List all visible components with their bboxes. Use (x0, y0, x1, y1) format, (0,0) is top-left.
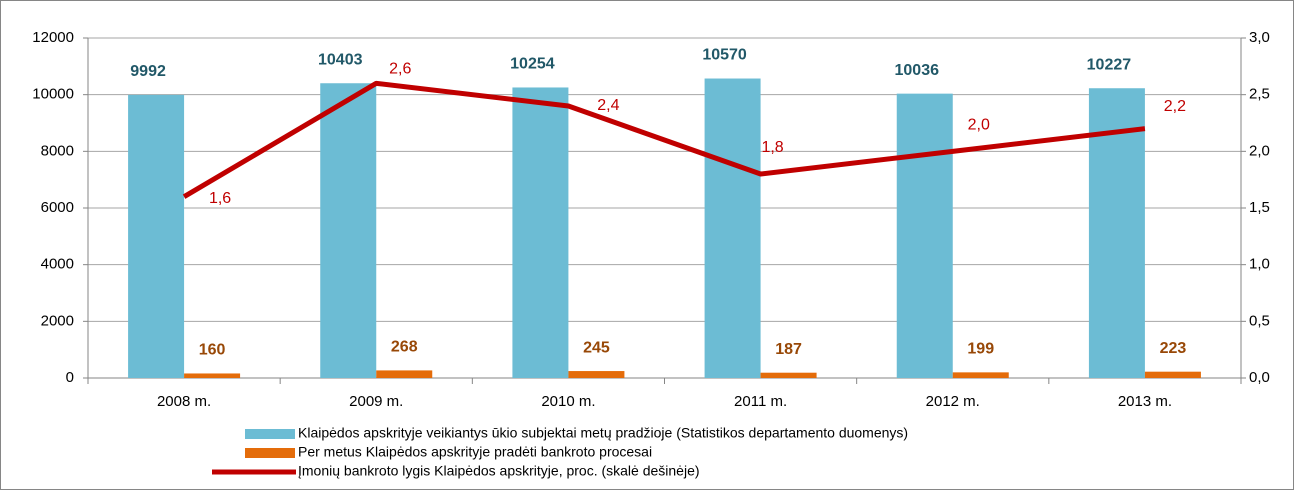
bar (704, 78, 761, 379)
bar-value-label: 223 (1160, 340, 1187, 357)
y2-tick-label: 2,0 (1249, 142, 1270, 159)
legend-label: Per metus Klaipėdos apskrityje pradėti b… (298, 444, 652, 460)
y2-tick-label: 3,0 (1249, 29, 1270, 46)
x-tick-label: 2010 m. (541, 393, 595, 410)
line-series (182, 80, 1146, 199)
bar (320, 83, 377, 378)
bar (896, 93, 953, 378)
y-tick-label: 12000 (32, 29, 74, 46)
x-tick-label: 2009 m. (349, 393, 403, 410)
bar-value-label: 268 (391, 339, 418, 356)
y2-tick-label: 0,0 (1249, 369, 1270, 386)
bar-value-label: 10227 (1087, 56, 1132, 73)
bar-value-label: 199 (967, 341, 994, 358)
y-tick-label: 10000 (32, 86, 74, 103)
bar-value-label: 10036 (895, 62, 940, 79)
bar (376, 370, 433, 378)
legend-label: Įmonių bankroto lygis Klaipėdos apskrity… (298, 463, 700, 479)
bar (568, 371, 625, 378)
legend-swatch (245, 448, 295, 458)
bar (1144, 371, 1201, 378)
y-tick-label: 0 (66, 369, 74, 386)
line-value-label: 2,2 (1164, 98, 1186, 115)
y2-tick-label: 1,5 (1249, 199, 1270, 216)
x-tick-label: 2012 m. (926, 393, 980, 410)
bar-value-label: 187 (775, 341, 802, 358)
line-value-label: 2,6 (389, 61, 411, 78)
y-tick-label: 2000 (41, 312, 74, 329)
x-tick-label: 2011 m. (734, 393, 787, 410)
bar-value-label: 9992 (130, 63, 166, 80)
y2-tick-label: 1,0 (1249, 256, 1270, 273)
x-tick-label: 2013 m. (1118, 393, 1172, 410)
legend-swatch (245, 429, 295, 439)
bar-value-label: 245 (583, 339, 610, 356)
line-value-label: 1,8 (761, 139, 783, 156)
y-tick-label: 4000 (41, 256, 74, 273)
y2-tick-label: 0,5 (1249, 312, 1270, 329)
legend-label: Klaipėdos apskrityje veikiantys ūkio sub… (298, 425, 908, 441)
bar-value-label: 10570 (702, 47, 747, 64)
bar (512, 87, 569, 378)
bar-value-label: 10403 (318, 51, 363, 68)
bar (760, 372, 817, 378)
bar-value-label: 10254 (510, 56, 555, 73)
x-tick-label: 2008 m. (157, 393, 211, 410)
line-value-label: 2,0 (968, 117, 990, 134)
bar (184, 373, 241, 378)
line-value-label: 2,4 (597, 97, 619, 114)
y2-tick-label: 2,5 (1249, 86, 1270, 103)
bar-value-label: 160 (199, 342, 226, 359)
line-value-label: 1,6 (209, 190, 231, 207)
y-tick-label: 8000 (41, 142, 74, 159)
y-tick-label: 6000 (41, 199, 74, 216)
bar (952, 372, 1009, 378)
bar (128, 94, 185, 378)
